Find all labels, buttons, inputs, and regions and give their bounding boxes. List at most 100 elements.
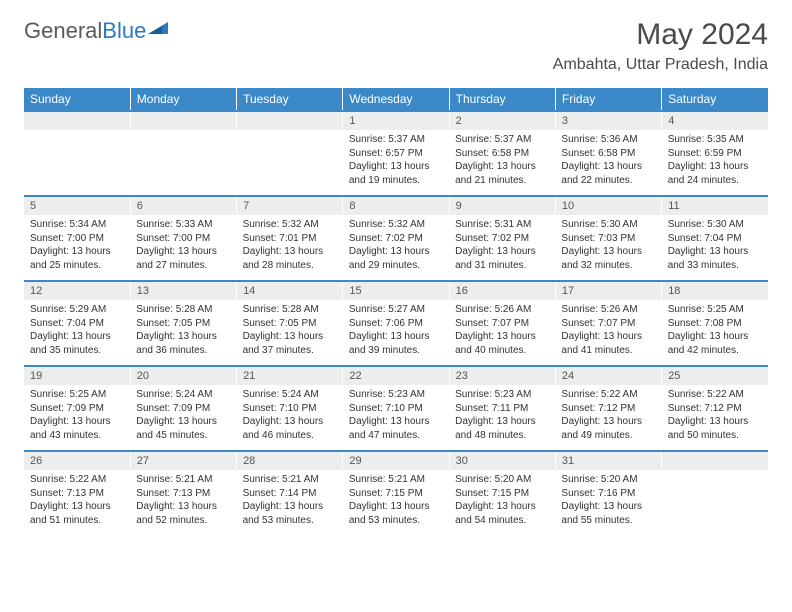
- sunrise-line: Sunrise: 5:21 AM: [136, 473, 230, 487]
- daylight-line: Daylight: 13 hours and 52 minutes.: [136, 500, 230, 527]
- day-content-row: Sunrise: 5:37 AMSunset: 6:57 PMDaylight:…: [24, 130, 768, 196]
- daylight-line: Daylight: 13 hours and 54 minutes.: [455, 500, 549, 527]
- daylight-line: Daylight: 13 hours and 53 minutes.: [349, 500, 443, 527]
- day-number-row: 19202122232425: [24, 366, 768, 385]
- sunrise-line: Sunrise: 5:25 AM: [668, 303, 762, 317]
- sunset-line: Sunset: 7:08 PM: [668, 317, 762, 331]
- day-number-cell: [24, 111, 130, 130]
- day-number-cell: 2: [449, 111, 555, 130]
- day-content-cell: Sunrise: 5:29 AMSunset: 7:04 PMDaylight:…: [24, 300, 130, 366]
- daylight-line: Daylight: 13 hours and 21 minutes.: [455, 160, 549, 187]
- day-content-cell: Sunrise: 5:23 AMSunset: 7:10 PMDaylight:…: [343, 385, 449, 451]
- day-content-cell: [662, 470, 768, 536]
- sunset-line: Sunset: 7:01 PM: [243, 232, 337, 246]
- daylight-line: Daylight: 13 hours and 53 minutes.: [243, 500, 337, 527]
- day-content-cell: Sunrise: 5:32 AMSunset: 7:01 PMDaylight:…: [237, 215, 343, 281]
- day-content-cell: Sunrise: 5:25 AMSunset: 7:08 PMDaylight:…: [662, 300, 768, 366]
- day-header: Friday: [555, 88, 661, 111]
- title-block: May 2024 Ambahta, Uttar Pradesh, India: [553, 18, 768, 74]
- sunset-line: Sunset: 7:04 PM: [30, 317, 124, 331]
- daylight-line: Daylight: 13 hours and 19 minutes.: [349, 160, 443, 187]
- day-number-cell: 12: [24, 281, 130, 300]
- day-content-cell: Sunrise: 5:22 AMSunset: 7:13 PMDaylight:…: [24, 470, 130, 536]
- day-number-row: 262728293031: [24, 451, 768, 470]
- daylight-line: Daylight: 13 hours and 55 minutes.: [561, 500, 655, 527]
- day-content-cell: Sunrise: 5:28 AMSunset: 7:05 PMDaylight:…: [237, 300, 343, 366]
- sunrise-line: Sunrise: 5:22 AM: [561, 388, 655, 402]
- day-content-cell: Sunrise: 5:30 AMSunset: 7:03 PMDaylight:…: [555, 215, 661, 281]
- sunrise-line: Sunrise: 5:28 AM: [243, 303, 337, 317]
- sunrise-line: Sunrise: 5:37 AM: [455, 133, 549, 147]
- day-content-row: Sunrise: 5:34 AMSunset: 7:00 PMDaylight:…: [24, 215, 768, 281]
- day-number-cell: 19: [24, 366, 130, 385]
- sunrise-line: Sunrise: 5:26 AM: [455, 303, 549, 317]
- day-number-cell: 27: [130, 451, 236, 470]
- day-content-cell: Sunrise: 5:21 AMSunset: 7:13 PMDaylight:…: [130, 470, 236, 536]
- sunrise-line: Sunrise: 5:30 AM: [561, 218, 655, 232]
- day-number-cell: 1: [343, 111, 449, 130]
- daylight-line: Daylight: 13 hours and 40 minutes.: [455, 330, 549, 357]
- daylight-line: Daylight: 13 hours and 48 minutes.: [455, 415, 549, 442]
- day-content-cell: Sunrise: 5:25 AMSunset: 7:09 PMDaylight:…: [24, 385, 130, 451]
- page-header: GeneralBlue May 2024 Ambahta, Uttar Prad…: [0, 0, 792, 82]
- sunset-line: Sunset: 7:11 PM: [455, 402, 549, 416]
- calendar-body: 1234Sunrise: 5:37 AMSunset: 6:57 PMDayli…: [24, 111, 768, 536]
- sunrise-line: Sunrise: 5:27 AM: [349, 303, 443, 317]
- daylight-line: Daylight: 13 hours and 31 minutes.: [455, 245, 549, 272]
- sunrise-line: Sunrise: 5:30 AM: [668, 218, 762, 232]
- sunset-line: Sunset: 7:04 PM: [668, 232, 762, 246]
- day-number-row: 1234: [24, 111, 768, 130]
- day-content-cell: Sunrise: 5:24 AMSunset: 7:10 PMDaylight:…: [237, 385, 343, 451]
- day-number-cell: 20: [130, 366, 236, 385]
- sunrise-line: Sunrise: 5:22 AM: [668, 388, 762, 402]
- day-number-cell: 13: [130, 281, 236, 300]
- daylight-line: Daylight: 13 hours and 37 minutes.: [243, 330, 337, 357]
- sunset-line: Sunset: 6:57 PM: [349, 147, 443, 161]
- calendar-table: SundayMondayTuesdayWednesdayThursdayFrid…: [24, 88, 768, 536]
- sunset-line: Sunset: 7:00 PM: [30, 232, 124, 246]
- day-content-cell: Sunrise: 5:21 AMSunset: 7:15 PMDaylight:…: [343, 470, 449, 536]
- brand-part2: Blue: [102, 18, 146, 44]
- day-content-cell: Sunrise: 5:37 AMSunset: 6:58 PMDaylight:…: [449, 130, 555, 196]
- day-content-cell: Sunrise: 5:23 AMSunset: 7:11 PMDaylight:…: [449, 385, 555, 451]
- sunrise-line: Sunrise: 5:35 AM: [668, 133, 762, 147]
- day-content-cell: Sunrise: 5:20 AMSunset: 7:15 PMDaylight:…: [449, 470, 555, 536]
- day-number-cell: 9: [449, 196, 555, 215]
- day-number-cell: 18: [662, 281, 768, 300]
- sunset-line: Sunset: 7:00 PM: [136, 232, 230, 246]
- day-content-cell: Sunrise: 5:33 AMSunset: 7:00 PMDaylight:…: [130, 215, 236, 281]
- day-number-cell: 30: [449, 451, 555, 470]
- sunset-line: Sunset: 6:58 PM: [455, 147, 549, 161]
- day-content-row: Sunrise: 5:22 AMSunset: 7:13 PMDaylight:…: [24, 470, 768, 536]
- sunset-line: Sunset: 7:07 PM: [561, 317, 655, 331]
- daylight-line: Daylight: 13 hours and 33 minutes.: [668, 245, 762, 272]
- daylight-line: Daylight: 13 hours and 28 minutes.: [243, 245, 337, 272]
- day-header: Sunday: [24, 88, 130, 111]
- day-number-cell: 5: [24, 196, 130, 215]
- day-header: Monday: [130, 88, 236, 111]
- sunrise-line: Sunrise: 5:25 AM: [30, 388, 124, 402]
- day-number-cell: [662, 451, 768, 470]
- sunset-line: Sunset: 7:02 PM: [349, 232, 443, 246]
- sunrise-line: Sunrise: 5:29 AM: [30, 303, 124, 317]
- day-number-cell: 26: [24, 451, 130, 470]
- daylight-line: Daylight: 13 hours and 35 minutes.: [30, 330, 124, 357]
- daylight-line: Daylight: 13 hours and 39 minutes.: [349, 330, 443, 357]
- daylight-line: Daylight: 13 hours and 24 minutes.: [668, 160, 762, 187]
- day-number-cell: 28: [237, 451, 343, 470]
- day-content-cell: Sunrise: 5:21 AMSunset: 7:14 PMDaylight:…: [237, 470, 343, 536]
- daylight-line: Daylight: 13 hours and 47 minutes.: [349, 415, 443, 442]
- day-content-row: Sunrise: 5:25 AMSunset: 7:09 PMDaylight:…: [24, 385, 768, 451]
- logo-triangle-icon: [148, 20, 172, 43]
- day-number-row: 12131415161718: [24, 281, 768, 300]
- sunrise-line: Sunrise: 5:37 AM: [349, 133, 443, 147]
- day-number-cell: 16: [449, 281, 555, 300]
- sunrise-line: Sunrise: 5:24 AM: [136, 388, 230, 402]
- day-header: Tuesday: [237, 88, 343, 111]
- day-number-row: 567891011: [24, 196, 768, 215]
- sunrise-line: Sunrise: 5:36 AM: [561, 133, 655, 147]
- day-number-cell: 11: [662, 196, 768, 215]
- day-number-cell: 22: [343, 366, 449, 385]
- day-content-cell: Sunrise: 5:24 AMSunset: 7:09 PMDaylight:…: [130, 385, 236, 451]
- day-content-cell: Sunrise: 5:30 AMSunset: 7:04 PMDaylight:…: [662, 215, 768, 281]
